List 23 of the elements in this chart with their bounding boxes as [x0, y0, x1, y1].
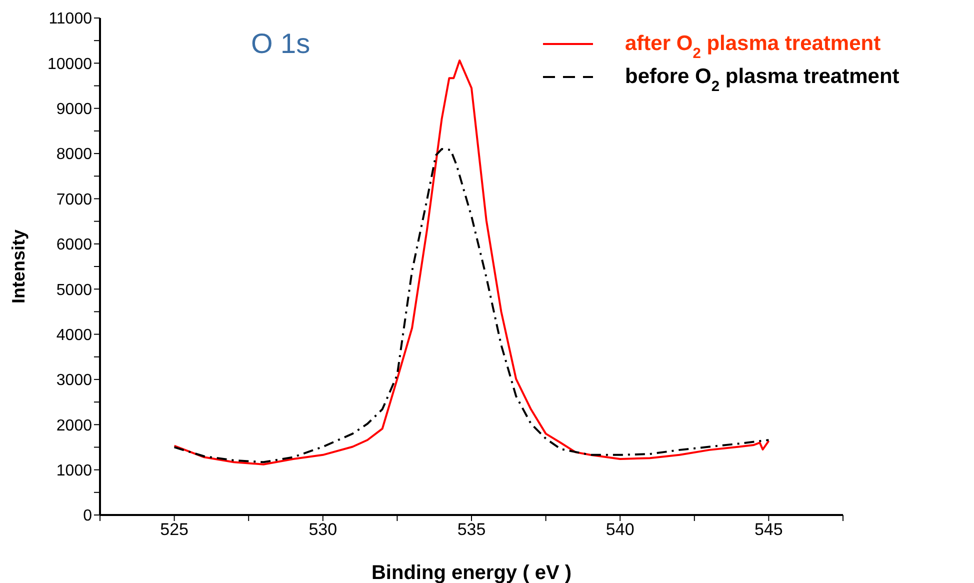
y-axis-title: Intensity: [8, 229, 28, 304]
y-tick-label: 10000: [48, 56, 92, 73]
y-tick-label: 4000: [56, 326, 92, 344]
y-tick-label: 7000: [56, 191, 92, 208]
line-series: [173, 148, 770, 464]
y-tick-label: 8000: [56, 146, 92, 164]
y-tick-label: 3000: [56, 372, 92, 390]
y-tick-label: 9000: [56, 101, 92, 118]
y-tick-label: 5000: [56, 282, 92, 299]
y-tick-label: 1000: [56, 462, 92, 480]
y-tick-label: 2000: [56, 417, 92, 434]
x-tick-label: 530: [308, 520, 338, 540]
x-tick-label: 525: [160, 520, 188, 540]
x-axis-title: Binding energy ( eV ): [371, 562, 572, 583]
y-tick-label: 6000: [56, 236, 92, 254]
legend-label: before O$_{2}$ plasma treatment: [625, 65, 900, 95]
x-tick-label: 535: [457, 520, 486, 540]
x-tick-label: 545: [754, 520, 783, 540]
x-tick-label: 540: [606, 520, 634, 540]
y-tick-label: 0: [83, 508, 92, 525]
y-tick-label: 11000: [48, 10, 92, 28]
annotation: O 1s: [251, 28, 310, 59]
legend-label: after O$_{2}$ plasma treatment: [625, 32, 881, 62]
